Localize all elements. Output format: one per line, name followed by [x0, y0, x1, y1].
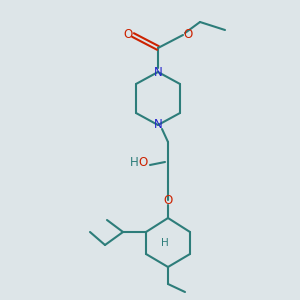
Text: H: H — [161, 238, 169, 248]
Text: N: N — [154, 118, 162, 131]
Text: O: O — [164, 194, 172, 206]
Text: N: N — [154, 65, 162, 79]
Text: H: H — [130, 157, 138, 169]
Text: O: O — [183, 28, 193, 41]
Text: O: O — [138, 157, 148, 169]
Text: O: O — [123, 28, 133, 40]
